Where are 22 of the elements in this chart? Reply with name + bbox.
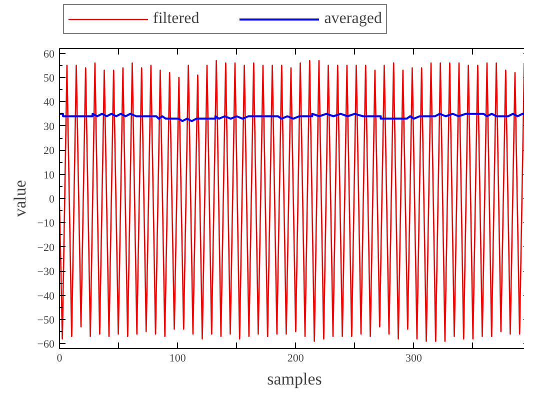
y-tick-label: −10 (37, 218, 55, 230)
x-axis-title: samples (267, 370, 322, 388)
y-tick-label: 30 (44, 120, 55, 133)
y-tick-label: 60 (44, 48, 55, 60)
line-series (60, 60, 524, 342)
legend-label: filtered (153, 10, 200, 28)
y-tick-label: −20 (37, 242, 55, 254)
x-tick-label: 200 (287, 352, 304, 364)
x-tick-label: 300 (406, 352, 423, 364)
y-tick-label: 20 (44, 145, 55, 158)
y-tick-label: −40 (37, 290, 55, 302)
y-tick-label: 50 (44, 72, 55, 85)
y-axis-title: value (10, 180, 30, 217)
y-tick-label: 40 (44, 96, 55, 109)
y-tick-label: 0 (49, 194, 55, 206)
y-tick-label: −60 (37, 338, 55, 351)
legend-label: averaged (324, 10, 382, 28)
y-tick-label: −30 (37, 266, 55, 278)
x-tick-label: 0 (56, 352, 63, 364)
y-tick-label: −50 (37, 314, 55, 326)
y-tick-label: 10 (44, 169, 55, 182)
x-tick-label: 100 (169, 352, 186, 364)
